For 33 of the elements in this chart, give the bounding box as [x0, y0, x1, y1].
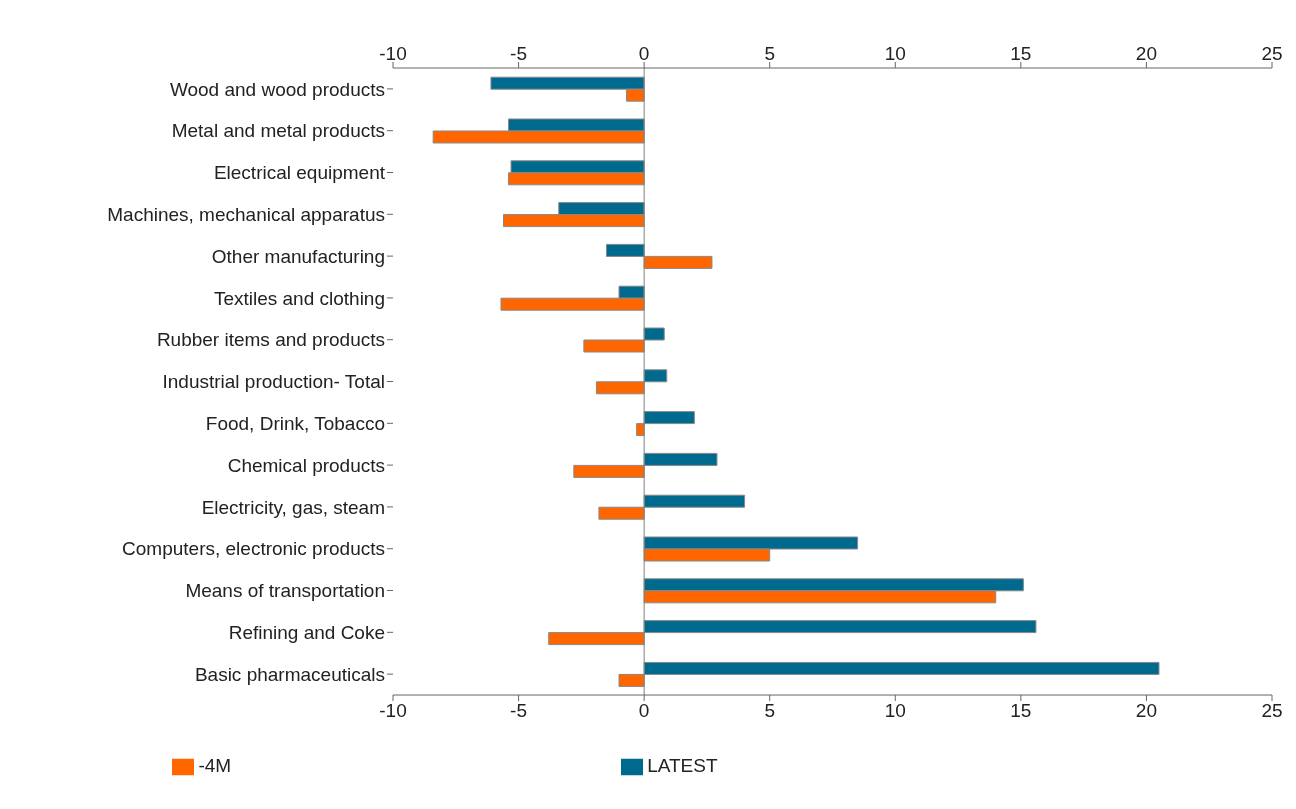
y-tick-label: Refining and Coke: [228, 622, 385, 644]
x-tick-label: -5: [510, 43, 528, 64]
y-tick-label: Basic pharmaceuticals: [194, 663, 385, 685]
y-tick-label: Rubber items and products: [156, 329, 385, 351]
y-tick-label: Computers, electronic products: [122, 538, 385, 560]
x2-tick-label: 0: [638, 699, 650, 721]
y-tick-label: Wood and wood products: [169, 78, 385, 100]
y-tick-label: Industrial production- Total: [162, 371, 385, 393]
y-tick-label: Machines, mechanical apparatus: [107, 204, 385, 226]
x-tick-label: 25: [1261, 43, 1283, 64]
x2-tick-label: 10: [884, 699, 906, 721]
y-tick-label: Textiles and clothing: [213, 287, 385, 309]
x-tick-label: 15: [1010, 43, 1032, 64]
legend-label: -4M: [198, 755, 232, 777]
y-tick-label: Metal and metal products: [171, 120, 385, 142]
y-tick-label: Electricity, gas, steam: [201, 496, 385, 518]
x-tick-label: 10: [884, 43, 906, 64]
y-tick-label: Electrical equipment: [213, 162, 386, 184]
x-tick-label: 5: [764, 43, 775, 64]
x2-tick-label: -10: [379, 699, 407, 721]
x-tick-label: -10: [379, 43, 407, 64]
x2-tick-label: 5: [764, 699, 775, 721]
x2-tick-label: 25: [1261, 699, 1283, 721]
y-tick-label: Means of transportation: [185, 580, 385, 602]
x-tick-label: 0: [638, 43, 650, 64]
legend-label: LATEST: [647, 755, 718, 777]
y-tick-label: Chemical products: [227, 454, 385, 476]
x2-tick-label: -5: [510, 699, 528, 721]
y-tick-label: Food, Drink, Tobacco: [205, 413, 385, 435]
x2-tick-label: 20: [1135, 699, 1157, 721]
x-tick-label: 20: [1135, 43, 1157, 64]
y-tick-label: Other manufacturing: [211, 245, 385, 267]
x2-tick-label: 15: [1010, 699, 1032, 721]
